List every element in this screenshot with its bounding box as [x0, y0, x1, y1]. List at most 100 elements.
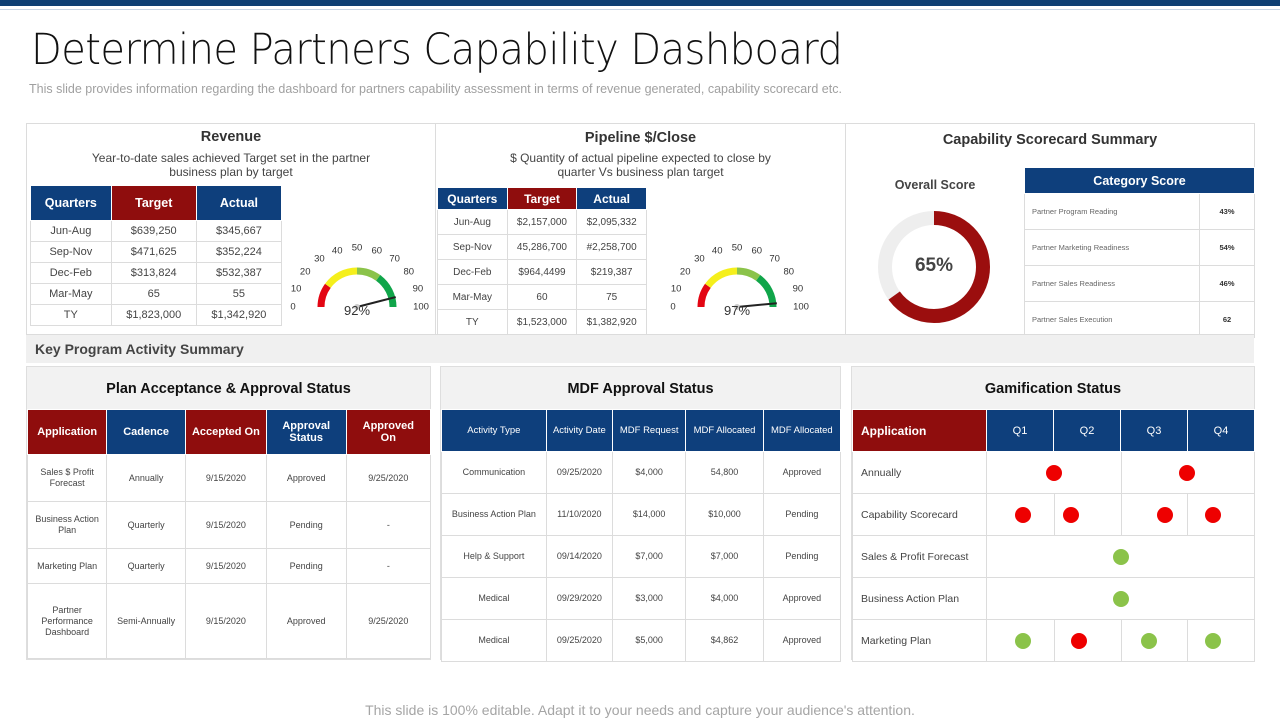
table-cell: Pending	[762, 493, 842, 536]
overall-score-label: Overall Score	[894, 178, 976, 192]
table-cell: 60	[506, 284, 578, 310]
cell-divider	[1187, 494, 1189, 535]
table-cell: Pending	[265, 548, 347, 584]
key-program-activity-title: Key Program Activity Summary	[35, 341, 244, 357]
table-cell: $4,000	[611, 451, 687, 494]
page-title: Determine Partners Capability Dashboard	[31, 25, 843, 75]
table-cell: Medical	[441, 577, 547, 620]
revenue-panel: Revenue Year-to-date sales achieved Targ…	[26, 123, 436, 335]
table-cell: Jun-Aug	[30, 220, 112, 242]
table-row: Dec-Feb $964,4499 $219,387	[437, 259, 647, 285]
table-cell: Sep-Nov	[30, 241, 112, 263]
gauge-value: 97%	[723, 303, 751, 318]
table-cell: Pending	[265, 501, 347, 549]
red-status-dot-icon	[1156, 506, 1173, 523]
table-cell: Business Action Plan	[441, 493, 547, 536]
table-cell: Marketing Plan	[26, 548, 108, 584]
table-cell: Mar-May	[437, 284, 508, 310]
application-label: Marketing Plan	[852, 619, 987, 662]
gauge-tick-label: 10	[290, 283, 302, 295]
table-cell: $313,824	[110, 262, 197, 284]
table-row: TY $1,523,000 $1,382,920	[437, 309, 647, 335]
table-cell: 9/15/2020	[184, 548, 267, 584]
mdf-approval-title: MDF Approval Status	[567, 381, 714, 397]
col-actual: Actual	[576, 187, 647, 210]
gauge-tick-label: 60	[751, 245, 763, 257]
table-cell: $532,387	[195, 262, 283, 284]
table-cell: 09/14/2020	[545, 535, 613, 578]
quarter-status-cells	[986, 535, 1255, 578]
gauge-tick-label: 20	[299, 266, 311, 278]
col-q2: Q2	[1053, 409, 1121, 452]
table-cell: $10,000	[685, 493, 764, 536]
quarter-status-cells	[986, 451, 1255, 494]
quarter-status-cells	[986, 577, 1255, 620]
table-cell: $219,387	[576, 259, 647, 285]
pipeline-description: $ Quantity of actual pipeline expected t…	[510, 151, 771, 179]
table-cell: $4,000	[685, 577, 764, 620]
table-row: Mar-May 60 75	[437, 284, 647, 310]
category-score-header: Category Score	[1024, 167, 1255, 194]
table-cell: 45,286,700	[506, 234, 578, 260]
table-cell: $1,523,000	[506, 309, 578, 335]
table-cell: 9/15/2020	[184, 454, 267, 502]
col-mdf-allocated-status: MDF Allocated	[762, 409, 842, 452]
table-cell: Sep-Nov	[437, 234, 508, 260]
category-row: Partner Marketing Readiness 54%	[1024, 229, 1255, 266]
table-row: Sep-Nov $471,625 $352,224	[30, 241, 283, 263]
col-mdf-request: MDF Request	[611, 409, 687, 452]
table-cell: Approved	[265, 583, 347, 659]
table-cell: 11/10/2020	[545, 493, 613, 536]
table-cell: -	[345, 501, 432, 549]
table-cell: Communication	[441, 451, 547, 494]
table-cell: $2,095,332	[576, 209, 647, 235]
gauge-tick-label: 100	[793, 301, 809, 313]
table-cell: 55	[195, 283, 283, 305]
gamification-row: Marketing Plan	[852, 619, 1255, 662]
col-approved-on: Approved On	[345, 409, 432, 455]
table-row: Sales $ Profit Forecast Annually 9/15/2020…	[26, 454, 432, 502]
table-cell: Dec-Feb	[437, 259, 508, 285]
table-cell: $1,382,920	[576, 309, 647, 335]
table-row: Business Action Plan Quarterly 9/15/2020 Pe…	[26, 501, 432, 549]
table-cell: Jun-Aug	[437, 209, 508, 235]
table-row: Medical 09/25/2020 $5,000 $4,862 Approved	[441, 619, 842, 662]
pipeline-gauge: 0 10 20 30 40 50 60 70 80 90 100 97%	[662, 219, 812, 329]
revenue-description: Year-to-date sales achieved Target set i…	[91, 151, 371, 179]
gamification-row: Annually	[852, 451, 1255, 494]
category-score-table: Category Score Partner Program Reading 43…	[1024, 167, 1255, 338]
gauge-tick-label: 50	[351, 242, 363, 254]
table-cell: Quarterly	[106, 501, 186, 549]
overall-score-value: 65%	[914, 255, 954, 276]
col-target: Target	[110, 185, 197, 221]
table-cell: -	[345, 548, 432, 584]
category-score: 46%	[1199, 265, 1255, 302]
top-divider	[0, 9, 1280, 10]
cell-divider	[1120, 494, 1122, 535]
col-approval-status: Approval Status	[265, 409, 347, 455]
table-cell: Partner Performance Dashboard	[26, 583, 108, 659]
quarter-status-cells	[986, 619, 1255, 662]
gauge-tick-label: 40	[711, 245, 723, 257]
table-cell: 65	[110, 283, 197, 305]
gauge-value: 92%	[343, 303, 371, 318]
gauge-tick-label: 10	[670, 283, 682, 295]
table-cell: $4,862	[685, 619, 764, 662]
category-row: Partner Program Reading 43%	[1024, 193, 1255, 230]
table-cell: $471,625	[110, 241, 197, 263]
table-row: Business Action Plan 11/10/2020 $14,000 $10…	[441, 493, 842, 536]
gamification-row: Sales & Profit Forecast	[852, 535, 1255, 578]
green-status-dot-icon	[1112, 590, 1129, 607]
key-program-activity-bar: Key Program Activity Summary	[26, 335, 1254, 363]
table-cell: 54,800	[685, 451, 764, 494]
table-cell: $3,000	[611, 577, 687, 620]
col-activity-date: Activity Date	[545, 409, 613, 452]
table-row: Marketing Plan Quarterly 9/15/2020 Pending -	[26, 548, 432, 584]
col-q1: Q1	[986, 409, 1054, 452]
page-subtitle: This slide provides information regardin…	[29, 82, 842, 96]
table-row: TY $1,823,000 $1,342,920	[30, 304, 283, 326]
cell-divider	[1120, 620, 1122, 661]
table-cell: 9/15/2020	[184, 501, 267, 549]
gamification-panel: Gamification Status Application Q1 Q2 Q3…	[851, 366, 1255, 662]
red-status-dot-icon	[1045, 464, 1062, 481]
